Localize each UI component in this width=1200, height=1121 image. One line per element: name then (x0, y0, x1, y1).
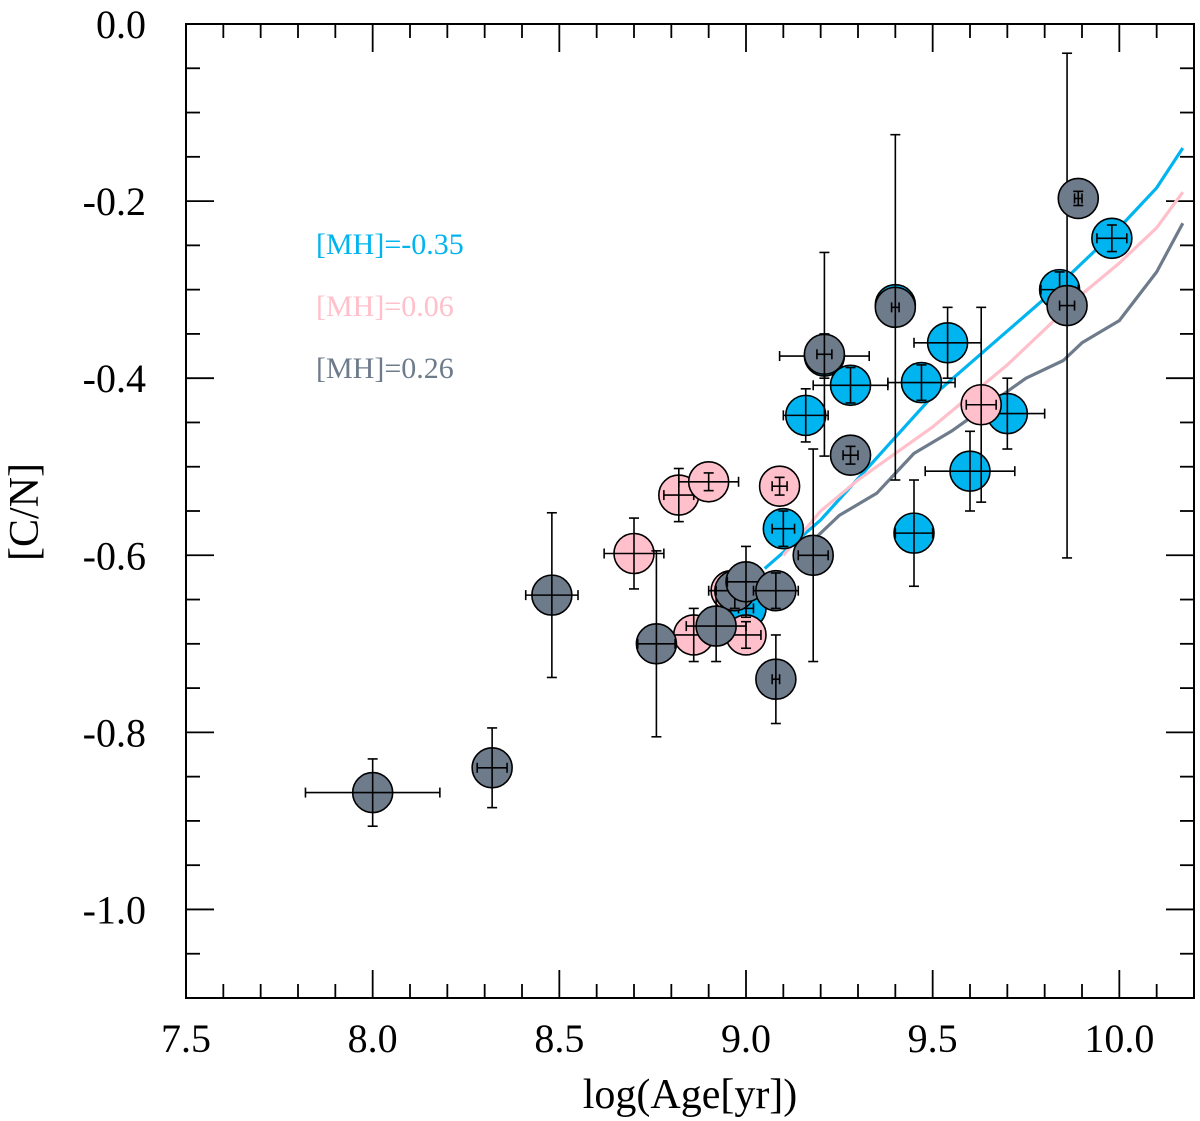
data-point (603, 517, 665, 590)
y-tick-label: 0.0 (96, 2, 146, 47)
data-point (924, 430, 1016, 512)
data-point (762, 507, 805, 550)
x-tick-label: 9.0 (721, 1016, 771, 1061)
data-point (1091, 217, 1133, 260)
data-point (471, 727, 513, 809)
x-tick-labels: 7.5 8.0 8.5 9.0 9.5 10.0 (161, 1016, 1154, 1061)
legend-entry: [MH]=-0.35 (316, 228, 464, 261)
y-tick-label: -1.0 (83, 887, 146, 932)
data-point (913, 306, 983, 379)
y-tick-label: -0.2 (83, 179, 146, 224)
legend-entry: [MH]=0.26 (316, 352, 454, 385)
data-point (304, 758, 441, 828)
x-tick-label: 10.0 (1084, 1016, 1154, 1061)
data-point (1046, 52, 1088, 559)
axis-ticks (185, 23, 1195, 999)
data-point (829, 434, 872, 477)
data-point (524, 511, 579, 679)
data-point (792, 448, 835, 663)
data-point (803, 251, 846, 457)
data-point (893, 479, 935, 588)
data-point (874, 133, 917, 481)
legend: [MH]=-0.35 [MH]=0.06 [MH]=0.26 (316, 228, 464, 385)
x-tick-label: 8.0 (348, 1016, 398, 1061)
data-point (725, 545, 767, 619)
y-tick-label: -0.4 (83, 356, 146, 401)
x-axis-title: log(Age[yr]) (583, 1072, 798, 1118)
data-point (635, 550, 678, 738)
data-points (304, 52, 1133, 828)
data-point (755, 634, 797, 725)
x-tick-label: 8.5 (534, 1016, 584, 1061)
y-tick-labels: 0.0 -0.2 -0.4 -0.6 -0.8 -1.0 (83, 2, 146, 932)
data-point (685, 589, 747, 663)
data-point (782, 388, 829, 443)
data-point (887, 361, 956, 404)
data-point (960, 306, 1003, 503)
x-tick-label: 9.5 (908, 1016, 958, 1061)
data-point (758, 465, 801, 508)
y-axis-title: [C/N] (2, 463, 48, 561)
y-tick-label: -0.6 (83, 533, 146, 578)
x-tick-label: 7.5 (161, 1016, 211, 1061)
model-line (782, 191, 1185, 557)
data-point (677, 460, 740, 503)
y-tick-label: -0.8 (83, 710, 146, 755)
data-point (752, 569, 800, 612)
legend-entry: [MH]=0.06 (316, 290, 454, 323)
data-point (1057, 177, 1100, 220)
